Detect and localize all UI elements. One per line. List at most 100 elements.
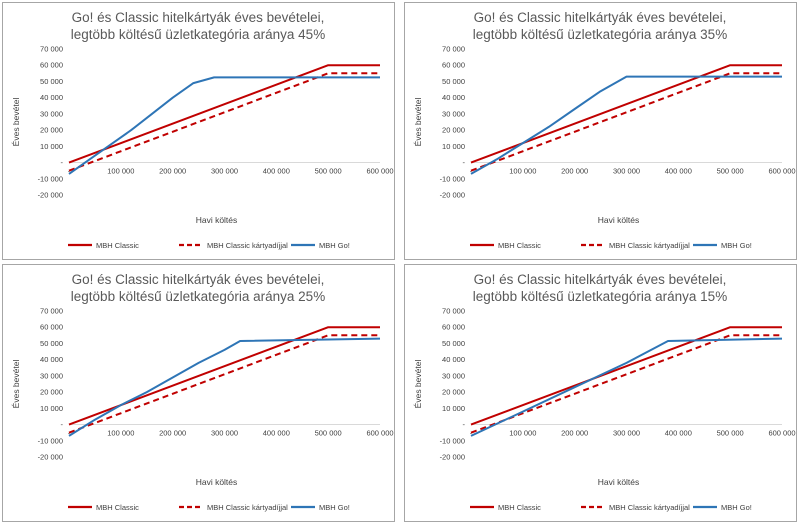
x-tick-label: 300 000 [211,167,238,176]
y-tick-label: 40 000 [40,93,63,102]
y-tick-label: 10 000 [442,404,465,413]
x-tick-label: 500 000 [717,167,744,176]
x-tick-label: 200 000 [159,167,186,176]
y-tick-label: 40 000 [442,93,465,102]
y-tick-label: 10 000 [40,404,63,413]
legend-label-2: MBH Classic kártyadíjjal [207,503,288,512]
x-tick-label: 100 000 [107,167,134,176]
chart-panel-1: Go! és Classic hitelkártyák éves bevétel… [2,2,395,260]
x-tick-label: 200 000 [159,429,186,438]
x-tick-label: 300 000 [613,429,640,438]
x-tick-label: 400 000 [263,429,290,438]
y-tick-label: 50 000 [442,77,465,86]
legend-label-3: MBH Go! [721,503,752,512]
series-line-2 [68,334,380,434]
chart-svg: Go! és Classic hitelkártyák éves bevétel… [11,272,394,512]
chart-svg: Go! és Classic hitelkártyák éves bevétel… [413,10,796,250]
y-tick-label: 70 000 [40,307,63,316]
legend-label-1: MBH Classic [96,241,139,250]
chart-panel-3: Go! és Classic hitelkártyák éves bevétel… [2,264,395,522]
x-axis-title: Havi költés [196,215,238,225]
chart-title-line1: Go! és Classic hitelkártyák éves bevétel… [474,272,727,287]
y-tick-label: 30 000 [442,371,465,380]
series-line-2 [470,334,782,434]
y-tick-label: -10 000 [38,174,63,183]
x-tick-label: 400 000 [263,167,290,176]
x-tick-label: 400 000 [665,429,692,438]
series-line-3 [470,75,782,175]
legend-label-1: MBH Classic [96,503,139,512]
y-tick-label: 30 000 [442,109,465,118]
x-tick-label: 600 000 [768,429,795,438]
y-tick-label: - [463,420,466,429]
series-line-1 [470,326,782,426]
y-axis-title: Éves bevétel [413,360,423,409]
y-axis-title: Éves bevétel [413,98,423,147]
x-tick-label: 100 000 [107,429,134,438]
x-axis-title: Havi költés [598,215,640,225]
y-tick-label: 10 000 [40,142,63,151]
legend-label-1: MBH Classic [498,241,541,250]
y-tick-label: 20 000 [442,388,465,397]
chart-title-line2: legtöbb költésű üzletkategória aránya 25… [71,289,325,304]
y-tick-label: 60 000 [442,323,465,332]
chart-title-line2: legtöbb költésű üzletkategória aránya 45… [71,27,325,42]
series-line-3 [470,337,783,437]
y-tick-label: 20 000 [442,126,465,135]
x-tick-label: 200 000 [561,429,588,438]
series-line-2 [68,72,380,172]
chart-title-line2: legtöbb költésű üzletkategória aránya 35… [473,27,727,42]
chart-panel-4: Go! és Classic hitelkártyák éves bevétel… [404,264,797,522]
y-tick-label: - [61,420,64,429]
series-line-1 [470,64,782,164]
chart-svg: Go! és Classic hitelkártyák éves bevétel… [413,272,796,512]
y-tick-label: 50 000 [40,77,63,86]
y-tick-label: -10 000 [38,436,63,445]
x-tick-label: 200 000 [561,167,588,176]
y-tick-label: 50 000 [442,339,465,348]
y-tick-label: 60 000 [40,61,63,70]
x-tick-label: 100 000 [509,167,536,176]
y-tick-label: 40 000 [442,355,465,364]
chart-title-line1: Go! és Classic hitelkártyák éves bevétel… [72,272,325,287]
x-tick-label: 100 000 [509,429,536,438]
y-axis-title: Éves bevétel [11,360,21,409]
y-tick-label: 70 000 [442,307,465,316]
legend-label-2: MBH Classic kártyadíjjal [609,503,690,512]
y-tick-label: 20 000 [40,126,63,135]
y-tick-label: - [61,158,64,167]
series-line-2 [470,72,782,172]
y-tick-label: 60 000 [442,61,465,70]
legend-label-2: MBH Classic kártyadíjjal [609,241,690,250]
x-tick-label: 300 000 [211,429,238,438]
x-tick-label: 600 000 [366,167,393,176]
x-axis-title: Havi költés [196,477,238,487]
y-tick-label: - [463,158,466,167]
y-tick-label: 10 000 [442,142,465,151]
y-axis-title: Éves bevétel [11,98,21,147]
y-tick-label: -20 000 [38,191,63,200]
chart-title-line2: legtöbb költésű üzletkategória aránya 15… [473,289,727,304]
legend-label-3: MBH Go! [319,503,350,512]
y-tick-label: 30 000 [40,371,63,380]
x-tick-label: 400 000 [665,167,692,176]
legend-label-1: MBH Classic [498,503,541,512]
y-tick-label: 50 000 [40,339,63,348]
y-tick-label: -20 000 [440,453,465,462]
y-tick-label: 20 000 [40,388,63,397]
series-line-1 [68,326,380,426]
y-tick-label: 60 000 [40,323,63,332]
x-tick-label: 500 000 [717,429,744,438]
y-tick-label: 30 000 [40,109,63,118]
x-tick-label: 600 000 [366,429,393,438]
y-tick-label: -10 000 [440,174,465,183]
y-tick-label: 70 000 [40,45,63,54]
x-tick-label: 500 000 [315,429,342,438]
x-tick-label: 600 000 [768,167,795,176]
chart-panel-2: Go! és Classic hitelkártyák éves bevétel… [404,2,797,260]
y-tick-label: -20 000 [38,453,63,462]
x-tick-label: 500 000 [315,167,342,176]
legend-label-2: MBH Classic kártyadíjjal [207,241,288,250]
series-line-3 [68,337,381,437]
y-tick-label: 70 000 [442,45,465,54]
